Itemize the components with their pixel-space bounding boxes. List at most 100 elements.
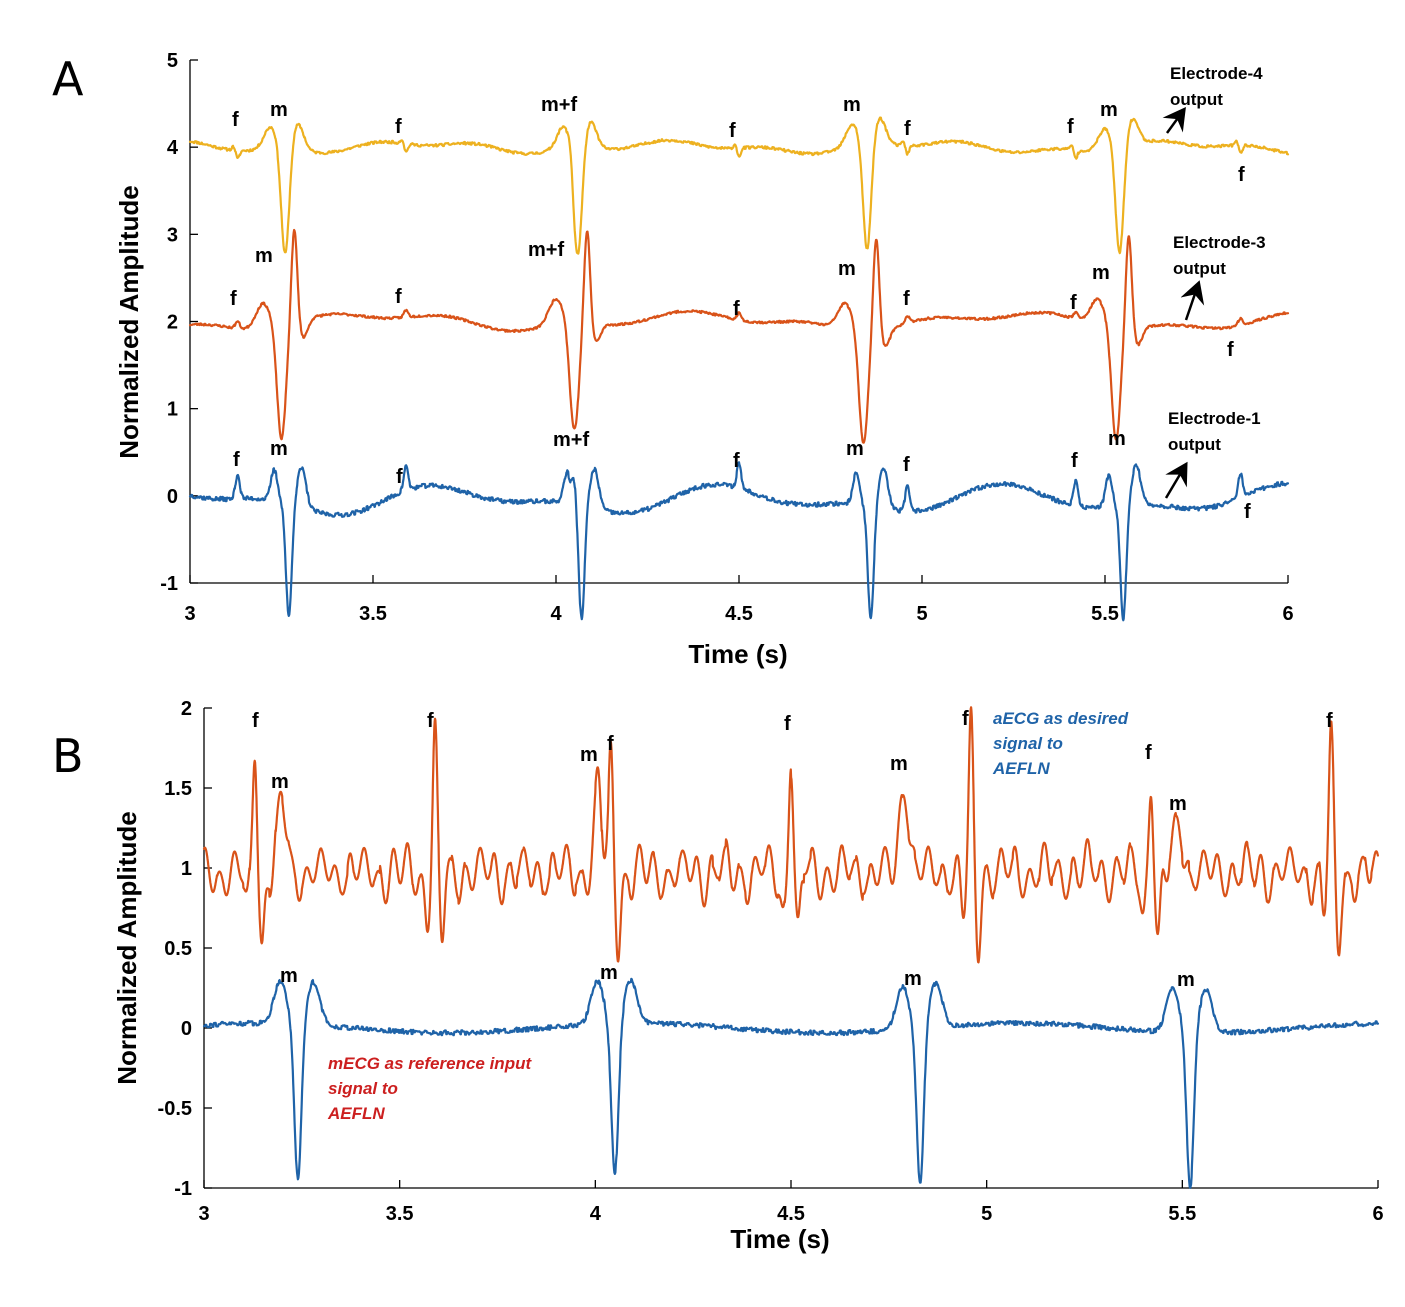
electrode-3-arrow xyxy=(1180,280,1205,321)
label-f: f xyxy=(903,454,910,476)
panel-b-y-axis-title: Normalized Amplitude xyxy=(112,811,142,1085)
panel-b: B 2 1.5 1 0.5 0 -0.5 -1 3 3.5 4 4.5 5 5.5 6 Normaliz… xyxy=(52,698,1384,1254)
y-tick-label: 0.5 xyxy=(164,938,192,960)
label-m: m xyxy=(271,771,289,793)
x-tick-label: 6 xyxy=(1372,1203,1383,1225)
y-tick-label: 4 xyxy=(167,137,179,159)
electrode-4-note-line2: output xyxy=(1170,90,1223,109)
label-f: f xyxy=(1238,164,1245,186)
aecg-note-line1: aECG as desired xyxy=(993,709,1129,728)
y-tick-label: 0 xyxy=(181,1018,192,1040)
electrode-1-note: Electrode-1 output xyxy=(1164,409,1261,499)
x-tick-label: 3.5 xyxy=(359,603,387,625)
label-m-plus-f: m+f xyxy=(541,94,577,116)
label-m: m xyxy=(843,94,861,116)
label-m-plus-f: m+f xyxy=(528,239,564,261)
label-f: f xyxy=(904,118,911,140)
electrode-3-note-line1: Electrode-3 xyxy=(1173,233,1266,252)
electrode-4-series xyxy=(188,116,1290,255)
x-tick-label: 5 xyxy=(981,1203,992,1225)
panel-b-annotations: f m f m f f m f f m f m m m m xyxy=(252,708,1333,991)
label-f: f xyxy=(962,708,969,730)
label-f: f xyxy=(396,466,403,488)
label-m: m xyxy=(1108,428,1126,450)
label-m: m xyxy=(890,753,908,775)
panel-b-y-ticks: 2 1.5 1 0.5 0 -0.5 -1 xyxy=(158,698,212,1200)
x-tick-label: 4.5 xyxy=(777,1203,805,1225)
label-f: f xyxy=(607,733,614,755)
electrode-4-note-line1: Electrode-4 xyxy=(1170,64,1263,83)
electrode-3-note-line2: output xyxy=(1173,259,1226,278)
label-f: f xyxy=(230,288,237,310)
electrode-4-arrow xyxy=(1162,106,1186,134)
y-tick-label: 1 xyxy=(167,399,178,421)
x-tick-label: 3.5 xyxy=(386,1203,414,1225)
mecg-note-line3: AEFLN xyxy=(327,1104,385,1123)
x-tick-label: 6 xyxy=(1282,603,1293,625)
electrode-4-note: Electrode-4 output xyxy=(1162,64,1263,134)
x-tick-label: 3 xyxy=(184,603,195,625)
label-f: f xyxy=(1244,501,1251,523)
label-m: m xyxy=(904,968,922,990)
mecg-note: mECG as reference input signal to AEFLN xyxy=(327,1054,532,1123)
label-m: m xyxy=(270,438,288,460)
label-m: m xyxy=(255,245,273,267)
label-m: m xyxy=(600,962,618,984)
y-tick-label: 1 xyxy=(181,858,192,880)
aecg-note-line3: AEFLN xyxy=(992,759,1050,778)
x-tick-label: 4.5 xyxy=(725,603,753,625)
x-tick-label: 4 xyxy=(590,1203,602,1225)
label-f: f xyxy=(733,450,740,472)
panel-a-series xyxy=(188,116,1290,622)
electrode-1-arrow xyxy=(1164,461,1188,499)
label-f: f xyxy=(1326,710,1333,732)
x-tick-label: 5.5 xyxy=(1091,603,1119,625)
label-f: f xyxy=(252,710,259,732)
label-f: f xyxy=(784,713,791,735)
label-m: m xyxy=(280,965,298,987)
y-tick-label: -1 xyxy=(174,1178,192,1200)
aecg-note: aECG as desired signal to AEFLN xyxy=(992,709,1129,778)
label-f: f xyxy=(427,710,434,732)
panel-a-y-axis-title: Normalized Amplitude xyxy=(114,185,144,459)
y-tick-label: -1 xyxy=(160,573,178,595)
label-f: f xyxy=(233,449,240,471)
label-m: m xyxy=(1092,262,1110,284)
x-tick-label: 3 xyxy=(198,1203,209,1225)
label-f: f xyxy=(1067,116,1074,138)
mecg-note-line1: mECG as reference input xyxy=(328,1054,532,1073)
x-tick-label: 4 xyxy=(550,603,562,625)
y-tick-label: -0.5 xyxy=(158,1098,192,1120)
electrode-1-note-line2: output xyxy=(1168,435,1221,454)
panel-a-x-axis-title: Time (s) xyxy=(688,639,787,669)
aecg-note-line2: signal to xyxy=(993,734,1063,753)
label-f: f xyxy=(1227,339,1234,361)
label-f: f xyxy=(1070,292,1077,314)
electrode-3-series xyxy=(188,228,1290,444)
label-f: f xyxy=(1145,742,1152,764)
y-tick-label: 2 xyxy=(181,698,192,720)
aecg-series xyxy=(202,706,1379,964)
panel-a: A 5 4 3 2 1 0 -1 3 3.5 4 4.5 5 5.5 6 Normalized Ampl… xyxy=(52,50,1294,669)
label-m: m xyxy=(1177,969,1195,991)
label-f: f xyxy=(903,288,910,310)
panel-b-series xyxy=(202,706,1380,1189)
panel-letter-b: B xyxy=(52,729,84,783)
label-f: f xyxy=(733,298,740,320)
x-tick-label: 5 xyxy=(916,603,927,625)
label-f: f xyxy=(395,116,402,138)
panel-a-y-ticks: 5 4 3 2 1 0 -1 xyxy=(160,50,198,595)
label-f: f xyxy=(232,109,239,131)
panel-a-x-ticks: 3 3.5 4 4.5 5 5.5 6 xyxy=(184,575,1294,625)
electrode-1-series xyxy=(188,461,1290,622)
y-tick-label: 3 xyxy=(167,224,178,246)
label-m: m xyxy=(1100,99,1118,121)
label-f: f xyxy=(395,286,402,308)
label-m: m xyxy=(846,438,864,460)
label-f: f xyxy=(1071,450,1078,472)
label-m: m xyxy=(580,744,598,766)
panel-b-x-axis-title: Time (s) xyxy=(730,1224,829,1254)
label-m: m xyxy=(1169,793,1187,815)
label-m-plus-f: m+f xyxy=(553,429,589,451)
